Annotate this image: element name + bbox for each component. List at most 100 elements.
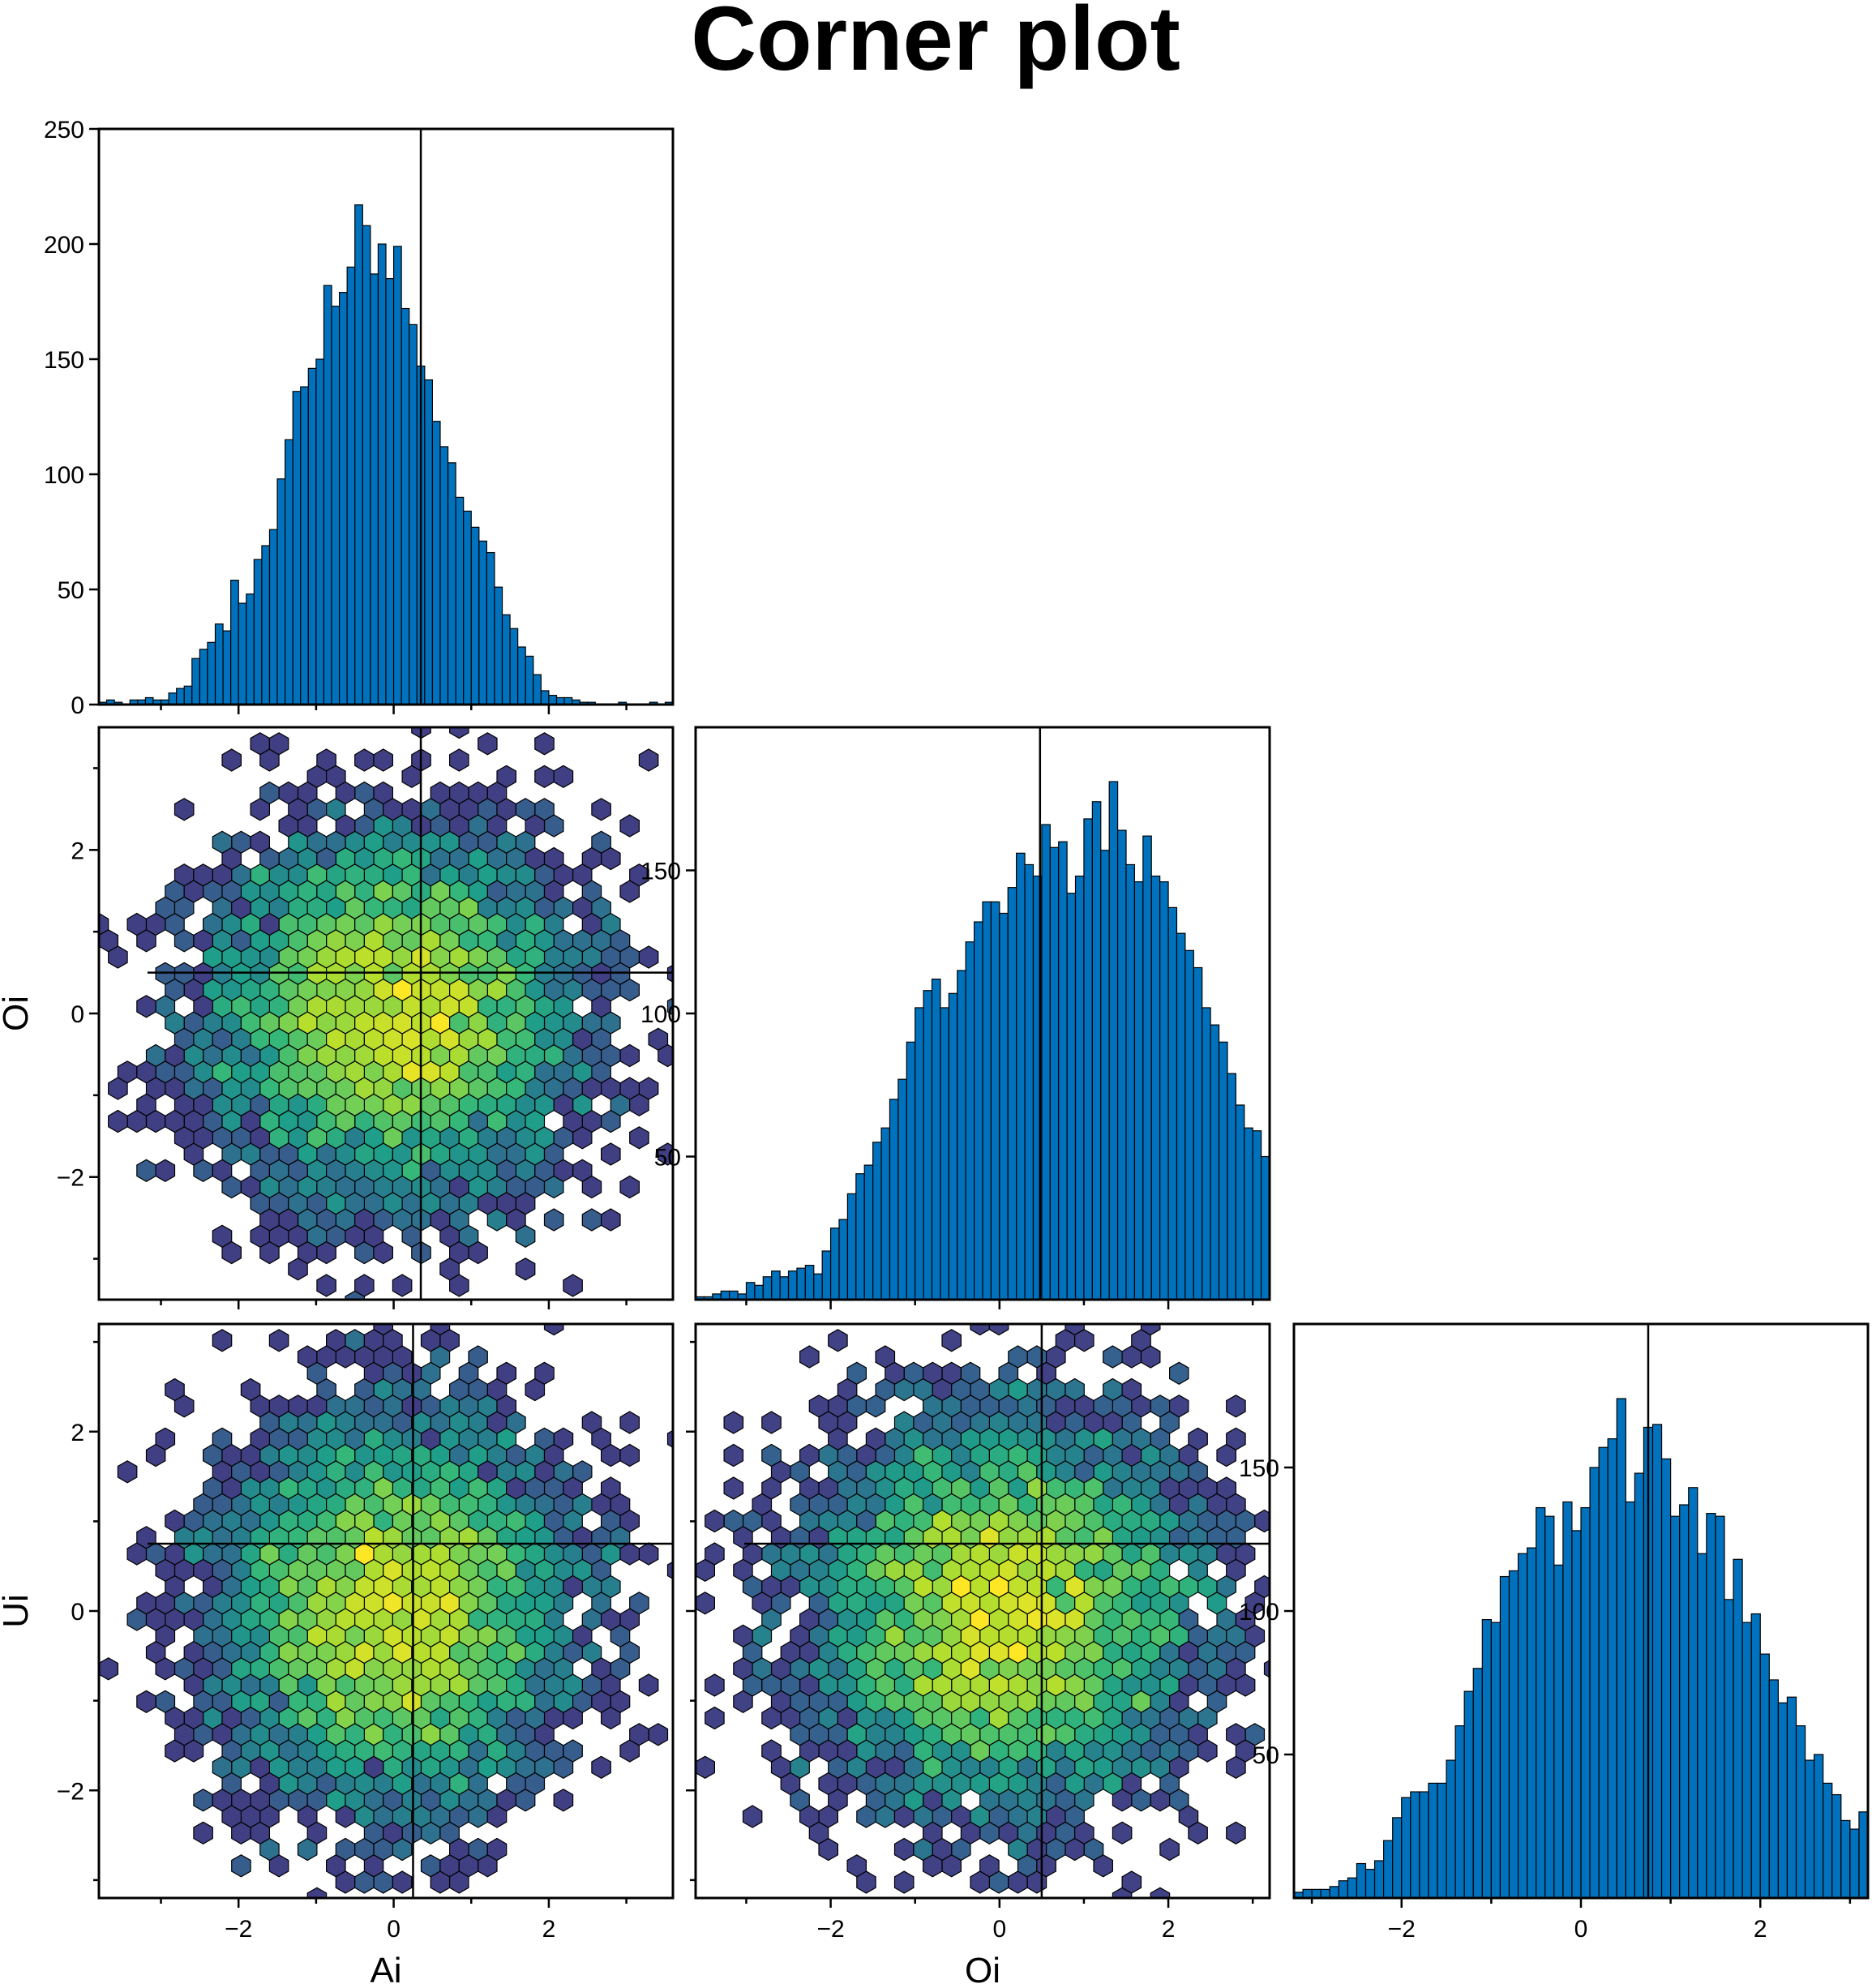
hexbin-cell <box>922 1690 943 1713</box>
hexbin-cell <box>430 846 451 871</box>
hexbin-cell <box>893 1870 915 1894</box>
hexbin-cell <box>478 1460 498 1484</box>
hexbin-cell <box>970 1772 991 1796</box>
hexbin-cell <box>373 1345 393 1369</box>
histogram-bar <box>1625 1501 1635 1898</box>
hexbin-cell <box>335 1805 356 1828</box>
histogram-bar <box>1320 1245 1328 1300</box>
histogram-bar <box>1041 824 1051 1300</box>
y-tick-label: 0 <box>71 1001 84 1028</box>
hexbin-cell <box>1083 1443 1104 1467</box>
hexbin-cell <box>1350 1510 1369 1532</box>
histogram-bar <box>1329 1886 1339 1898</box>
hexbin-cell <box>506 1673 526 1697</box>
hexbin-cell <box>563 945 583 969</box>
hexbin-cell <box>297 978 318 1002</box>
hexbin-cell <box>553 765 574 788</box>
hexbin-cell <box>1008 1608 1028 1631</box>
hexbin-cell <box>638 748 659 772</box>
histogram-bar <box>762 1276 773 1300</box>
hexbin-cell <box>373 1443 393 1467</box>
hexbin-cell <box>108 945 128 969</box>
histogram-bar <box>431 421 441 705</box>
histogram-bar <box>1858 1811 1868 1898</box>
histogram-bar <box>1517 1553 1528 1898</box>
hexbin-cell <box>563 1476 583 1500</box>
x-tick-label: 0 <box>1574 1916 1588 1943</box>
histogram-bar <box>1287 1208 1295 1300</box>
hexbin-cell <box>155 1159 176 1182</box>
x-tick-label: 0 <box>387 1916 401 1943</box>
histogram-bar <box>548 695 558 705</box>
hexbin-cell <box>430 1706 451 1730</box>
hexbin-cell <box>145 1077 166 1100</box>
histogram-bar <box>1235 1104 1245 1300</box>
hexbin-cell <box>401 1427 422 1450</box>
hexbin-cell <box>42 1592 61 1614</box>
hexbin-cell <box>288 1723 308 1746</box>
hexbin-cell <box>326 995 346 1018</box>
hexbin-cell <box>875 1772 896 1796</box>
y-axis-label: Oi <box>0 996 36 1031</box>
hexbin-cell <box>799 1345 820 1369</box>
histogram-bar <box>889 1099 899 1300</box>
histogram-bar <box>931 979 941 1300</box>
hexbin-cell <box>288 1592 308 1615</box>
hexbin-cell <box>145 1443 166 1467</box>
histogram-bar <box>338 292 348 705</box>
histogram-bar <box>1007 887 1017 1300</box>
hexbin-cell <box>600 1673 621 1697</box>
histogram-bar <box>1589 1467 1600 1898</box>
hexbin-cell <box>1235 1739 1256 1763</box>
hexbin-cell <box>431 1904 449 1926</box>
hexbin-cell <box>1017 1821 1038 1844</box>
hexbin-cell <box>525 1011 546 1035</box>
histogram-bar <box>1396 1296 1404 1300</box>
histogram-bar <box>385 278 395 705</box>
histogram-bar <box>1116 829 1127 1300</box>
histogram-bar <box>1715 1515 1725 1898</box>
hexbin-cell <box>486 1011 508 1035</box>
hexbin-cell <box>525 1308 544 1330</box>
histogram-bar <box>906 1041 916 1300</box>
hexbin-cell <box>448 1011 469 1035</box>
hexbin-cell <box>240 1175 261 1199</box>
histogram-bar <box>268 529 278 705</box>
histogram-bar <box>1193 966 1203 1300</box>
hexbin-cell <box>486 1640 508 1665</box>
histogram-bar <box>1499 1575 1510 1898</box>
hexbin-cell <box>1140 1739 1161 1763</box>
hexbin-cell <box>1235 1608 1256 1631</box>
hexbin-cell <box>458 863 479 887</box>
histogram-bar <box>1508 1570 1519 1898</box>
hexbin-cell <box>155 1657 176 1681</box>
histogram-bar <box>1527 1547 1537 1898</box>
hexbin-cell <box>392 1175 413 1199</box>
hexbin-cell <box>1074 1821 1094 1844</box>
hexbin-cell <box>1140 1608 1161 1631</box>
histogram-bar <box>1823 1782 1833 1898</box>
hexbin-cell <box>458 929 479 953</box>
hexbin-cell <box>448 748 469 772</box>
hexbin-cell <box>1150 1887 1171 1898</box>
hexbin-cell <box>619 814 640 838</box>
histogram-bar <box>897 1078 907 1300</box>
hexbin-cell <box>212 1329 233 1352</box>
histogram-bar <box>957 970 966 1300</box>
panel-frame <box>97 1322 675 1900</box>
hexbin-cell <box>335 781 356 805</box>
histogram-bar <box>470 526 480 705</box>
hexbin-cell <box>534 929 555 953</box>
hexbin-cell <box>193 1821 213 1844</box>
hexbin-cell <box>818 1411 839 1434</box>
panel-frame <box>694 726 1271 1301</box>
histogram-bar <box>1814 1754 1824 1898</box>
hexbin-cell <box>1055 1493 1076 1516</box>
y-tick-label: 50 <box>654 1145 681 1172</box>
histogram-bar <box>880 1127 891 1300</box>
hexbin-cell <box>506 1443 526 1467</box>
hexbin-cell <box>922 1657 943 1681</box>
y-tick-label: 0 <box>71 1599 84 1626</box>
histogram-bar <box>463 510 472 705</box>
hexbin-cell <box>306 1821 328 1844</box>
